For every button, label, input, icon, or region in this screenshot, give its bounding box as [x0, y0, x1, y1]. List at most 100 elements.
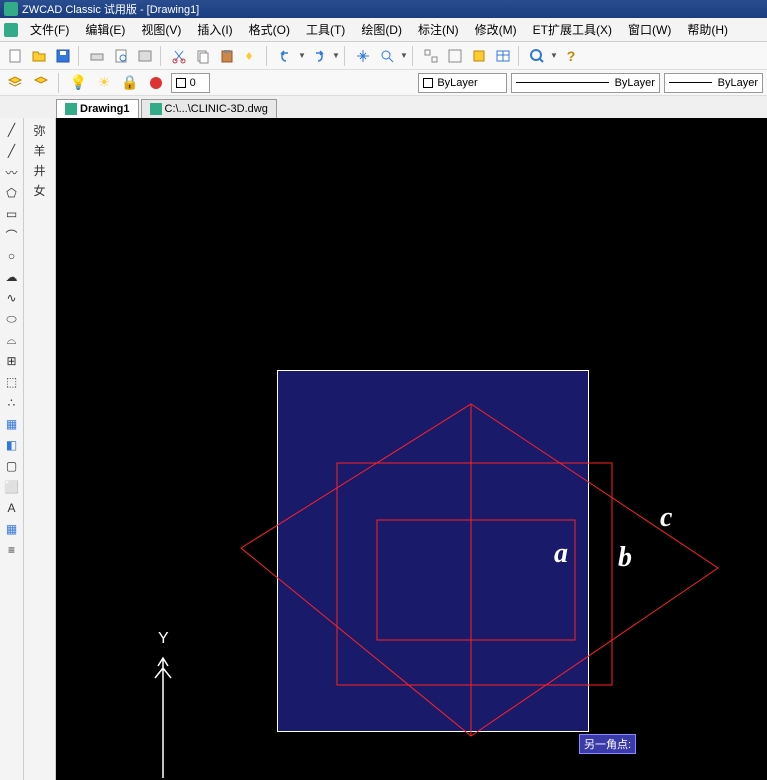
- zoom-win-dropdown[interactable]: ▼: [550, 51, 558, 60]
- separator: [160, 46, 164, 66]
- ltype-preview: [516, 82, 608, 83]
- gradient-icon[interactable]: ◧: [2, 435, 22, 455]
- bylayer-ltype-combo[interactable]: ByLayer: [511, 73, 659, 93]
- group-icon[interactable]: [420, 45, 442, 67]
- menu-file[interactable]: 文件(F): [22, 18, 77, 41]
- help-icon[interactable]: ?: [560, 45, 582, 67]
- pline-icon[interactable]: 〰: [2, 162, 22, 182]
- menu-view[interactable]: 视图(V): [133, 18, 189, 41]
- pan-icon[interactable]: [352, 45, 374, 67]
- mline-icon[interactable]: ≡: [2, 540, 22, 560]
- draw-toolbar: ╱ ╱ 〰 ⬠ ▭ ⌒ ○ ☁ ∿ ⬭ ⌓ ⊞ ⬚ ∴ ▦ ◧ ▢ ⬜ A ▦ …: [0, 118, 24, 780]
- layer-prev-icon[interactable]: [30, 72, 52, 94]
- block-icon[interactable]: ⬚: [2, 372, 22, 392]
- point-icon[interactable]: ∴: [2, 393, 22, 413]
- rectangle-icon[interactable]: ▭: [2, 204, 22, 224]
- undo-dropdown[interactable]: ▼: [298, 51, 306, 60]
- match-icon[interactable]: [240, 45, 262, 67]
- polygon-icon[interactable]: ⬠: [2, 183, 22, 203]
- svg-text:Y: Y: [158, 630, 169, 647]
- menu-format[interactable]: 格式(O): [241, 18, 298, 41]
- menu-modify[interactable]: 修改(M): [467, 18, 525, 41]
- annotation-b: b: [618, 542, 632, 574]
- arc-icon[interactable]: ⌒: [2, 225, 22, 245]
- bylayer-lweight: ByLayer: [718, 77, 758, 89]
- ellipse-arc-icon[interactable]: ⌓: [2, 330, 22, 350]
- layer-name: 0: [190, 77, 196, 89]
- lock-icon[interactable]: 🔒: [119, 72, 141, 94]
- command-prompt: 另一角点:: [579, 734, 636, 754]
- menu-window[interactable]: 窗口(W): [620, 18, 679, 41]
- aux-d[interactable]: 女: [30, 180, 50, 200]
- menu-dim[interactable]: 标注(N): [410, 18, 467, 41]
- layer-toolbar: 💡 ☀ 🔒 0 ByLayer ByLayer ByLayer: [0, 70, 767, 96]
- preview-icon[interactable]: [110, 45, 132, 67]
- selection-window: [277, 370, 589, 732]
- ucs-icon: Y: [155, 630, 171, 778]
- color-swatch: [423, 78, 433, 88]
- save-icon[interactable]: [52, 45, 74, 67]
- line-icon[interactable]: ╱: [2, 120, 22, 140]
- undo-icon[interactable]: [274, 45, 296, 67]
- zoom-dropdown[interactable]: ▼: [400, 51, 408, 60]
- menu-edit[interactable]: 编辑(E): [77, 18, 133, 41]
- tab-label: C:\...\CLINIC-3D.dwg: [165, 103, 268, 115]
- publish-icon[interactable]: [134, 45, 156, 67]
- wipeout-icon[interactable]: ⬜: [2, 477, 22, 497]
- sun-icon[interactable]: ☀: [93, 72, 115, 94]
- separator: [266, 46, 270, 66]
- revcloud-icon[interactable]: ☁: [2, 267, 22, 287]
- separator: [344, 46, 348, 66]
- region-icon[interactable]: ▢: [2, 456, 22, 476]
- aux-a[interactable]: 弥: [30, 120, 50, 140]
- bylayer-color-combo[interactable]: ByLayer: [418, 73, 507, 93]
- aux-b[interactable]: 羊: [30, 140, 50, 160]
- bylayer-color: ByLayer: [437, 77, 477, 89]
- paste-icon[interactable]: [216, 45, 238, 67]
- dwg-icon: [0, 22, 22, 38]
- text-icon[interactable]: A: [2, 498, 22, 518]
- aux-c[interactable]: 井: [30, 160, 50, 180]
- hatch-icon[interactable]: ▦: [2, 414, 22, 434]
- table-tool-icon[interactable]: ▦: [2, 519, 22, 539]
- bylayer-ltype: ByLayer: [615, 77, 655, 89]
- drawing-canvas[interactable]: Y a b c 另一角点:: [56, 118, 767, 780]
- layer-name-combo[interactable]: 0: [171, 73, 211, 93]
- menu-draw[interactable]: 绘图(D): [353, 18, 410, 41]
- layer-color-swatch: [176, 78, 186, 88]
- xline-icon[interactable]: ╱: [2, 141, 22, 161]
- document-tabs: Drawing1 C:\...\CLINIC-3D.dwg: [0, 96, 767, 118]
- menu-et[interactable]: ET扩展工具(X): [525, 18, 620, 41]
- menu-tools[interactable]: 工具(T): [298, 18, 353, 41]
- separator: [518, 46, 522, 66]
- menu-help[interactable]: 帮助(H): [679, 18, 736, 41]
- zoom-win-icon[interactable]: [526, 45, 548, 67]
- redo-icon[interactable]: [308, 45, 330, 67]
- separator: [78, 46, 82, 66]
- block-icon[interactable]: [468, 45, 490, 67]
- layer-mgr-icon[interactable]: [4, 72, 26, 94]
- standard-toolbar: ▼ ▼ ▼ ▼ ?: [0, 42, 767, 70]
- zoom-rt-icon[interactable]: [376, 45, 398, 67]
- circle-icon[interactable]: ○: [2, 246, 22, 266]
- plot-icon[interactable]: [86, 45, 108, 67]
- menu-insert[interactable]: 插入(I): [189, 18, 240, 41]
- tab-clinic3d[interactable]: C:\...\CLINIC-3D.dwg: [141, 99, 277, 118]
- separator: [412, 46, 416, 66]
- bulb-icon[interactable]: 💡: [68, 72, 90, 94]
- color-icon[interactable]: [145, 72, 167, 94]
- new-icon[interactable]: [4, 45, 26, 67]
- bylayer-lweight-combo[interactable]: ByLayer: [664, 73, 763, 93]
- xref-icon[interactable]: [444, 45, 466, 67]
- open-icon[interactable]: [28, 45, 50, 67]
- redo-dropdown[interactable]: ▼: [332, 51, 340, 60]
- table-icon[interactable]: [492, 45, 514, 67]
- insert-icon[interactable]: ⊞: [2, 351, 22, 371]
- spline-icon[interactable]: ∿: [2, 288, 22, 308]
- ellipse-icon[interactable]: ⬭: [2, 309, 22, 329]
- cut-icon[interactable]: [168, 45, 190, 67]
- menu-bar: 文件(F) 编辑(E) 视图(V) 插入(I) 格式(O) 工具(T) 绘图(D…: [0, 18, 767, 42]
- copy-icon[interactable]: [192, 45, 214, 67]
- tab-drawing1[interactable]: Drawing1: [56, 99, 139, 118]
- main-area: ╱ ╱ 〰 ⬠ ▭ ⌒ ○ ☁ ∿ ⬭ ⌓ ⊞ ⬚ ∴ ▦ ◧ ▢ ⬜ A ▦ …: [0, 118, 767, 780]
